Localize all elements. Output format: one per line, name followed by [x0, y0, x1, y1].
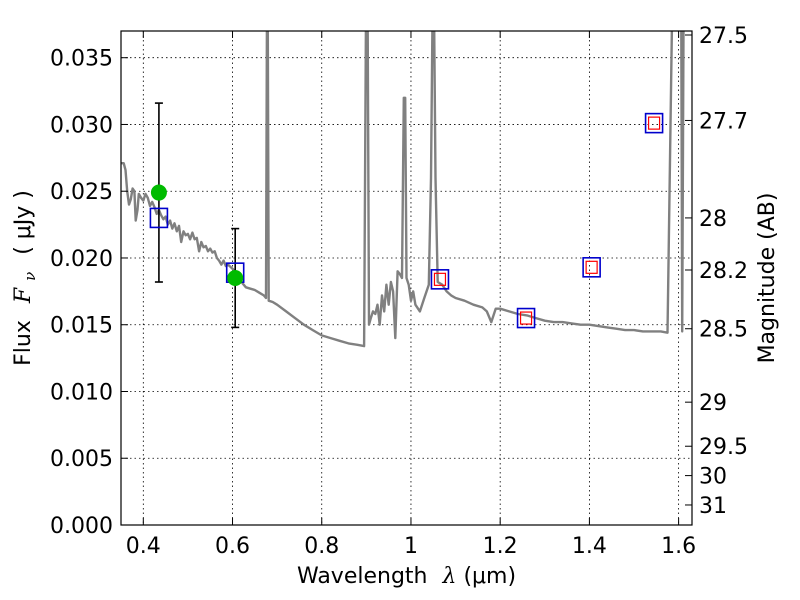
y-tick-label: 0.015 [50, 314, 113, 339]
x-tick-label: 1.2 [483, 534, 518, 559]
y2-tick-label: 29.5 [699, 435, 748, 460]
plot-frame [120, 30, 693, 526]
x-axis-label: Wavelength λ (μm) [297, 564, 516, 589]
model-point [430, 269, 450, 290]
y-tick-label: 0.005 [50, 447, 113, 472]
x-tick-label: 0.4 [126, 534, 161, 559]
x-tick-label: 1.4 [572, 534, 607, 559]
axes: 0.4 0.6 0.8 1 1.2 1.4 1.6 0.000 0.005 0.010 0.015 0… [50, 24, 748, 559]
model-point-inner [519, 311, 533, 325]
y2-tick-label: 27.7 [699, 109, 748, 134]
observed-point [227, 270, 244, 286]
y2-tick-label: 30 [699, 465, 727, 490]
y-tick-label: 0.035 [50, 47, 113, 72]
y-tick-label: 0.030 [50, 113, 113, 138]
y2-tick-label: 28.2 [699, 259, 748, 284]
model-point [644, 112, 664, 134]
y-tick-label: 0.000 [50, 514, 113, 539]
y2-tick-label: 28.5 [699, 318, 748, 343]
observed-point [150, 184, 167, 201]
model-point-inner [647, 116, 661, 130]
y2-axis-label: Magnitude (AB) [755, 193, 780, 364]
model-point [582, 257, 601, 278]
plot-area [121, 31, 685, 348]
model-point-inner [585, 260, 598, 274]
model-point [149, 207, 169, 229]
x-tick-label: 1.6 [661, 534, 696, 559]
sed-line [121, 31, 685, 348]
x-tick-label: 1 [404, 534, 418, 559]
model-point-inner [433, 272, 447, 286]
x-tick-label: 0.6 [215, 534, 250, 559]
y-tick-label: 0.020 [50, 247, 113, 272]
x-tick-label: 0.8 [304, 534, 339, 559]
y-tick-label: 0.025 [50, 180, 113, 205]
y2-tick-label: 29 [699, 391, 727, 416]
y2-tick-label: 28 [699, 207, 727, 232]
y-tick-label: 0.010 [50, 380, 113, 405]
model-point [516, 307, 536, 329]
y-axis-label: Flux F ν ( μJy ) [11, 190, 41, 366]
y2-tick-label: 31 [699, 494, 727, 519]
y2-tick-label: 27.5 [699, 24, 748, 49]
